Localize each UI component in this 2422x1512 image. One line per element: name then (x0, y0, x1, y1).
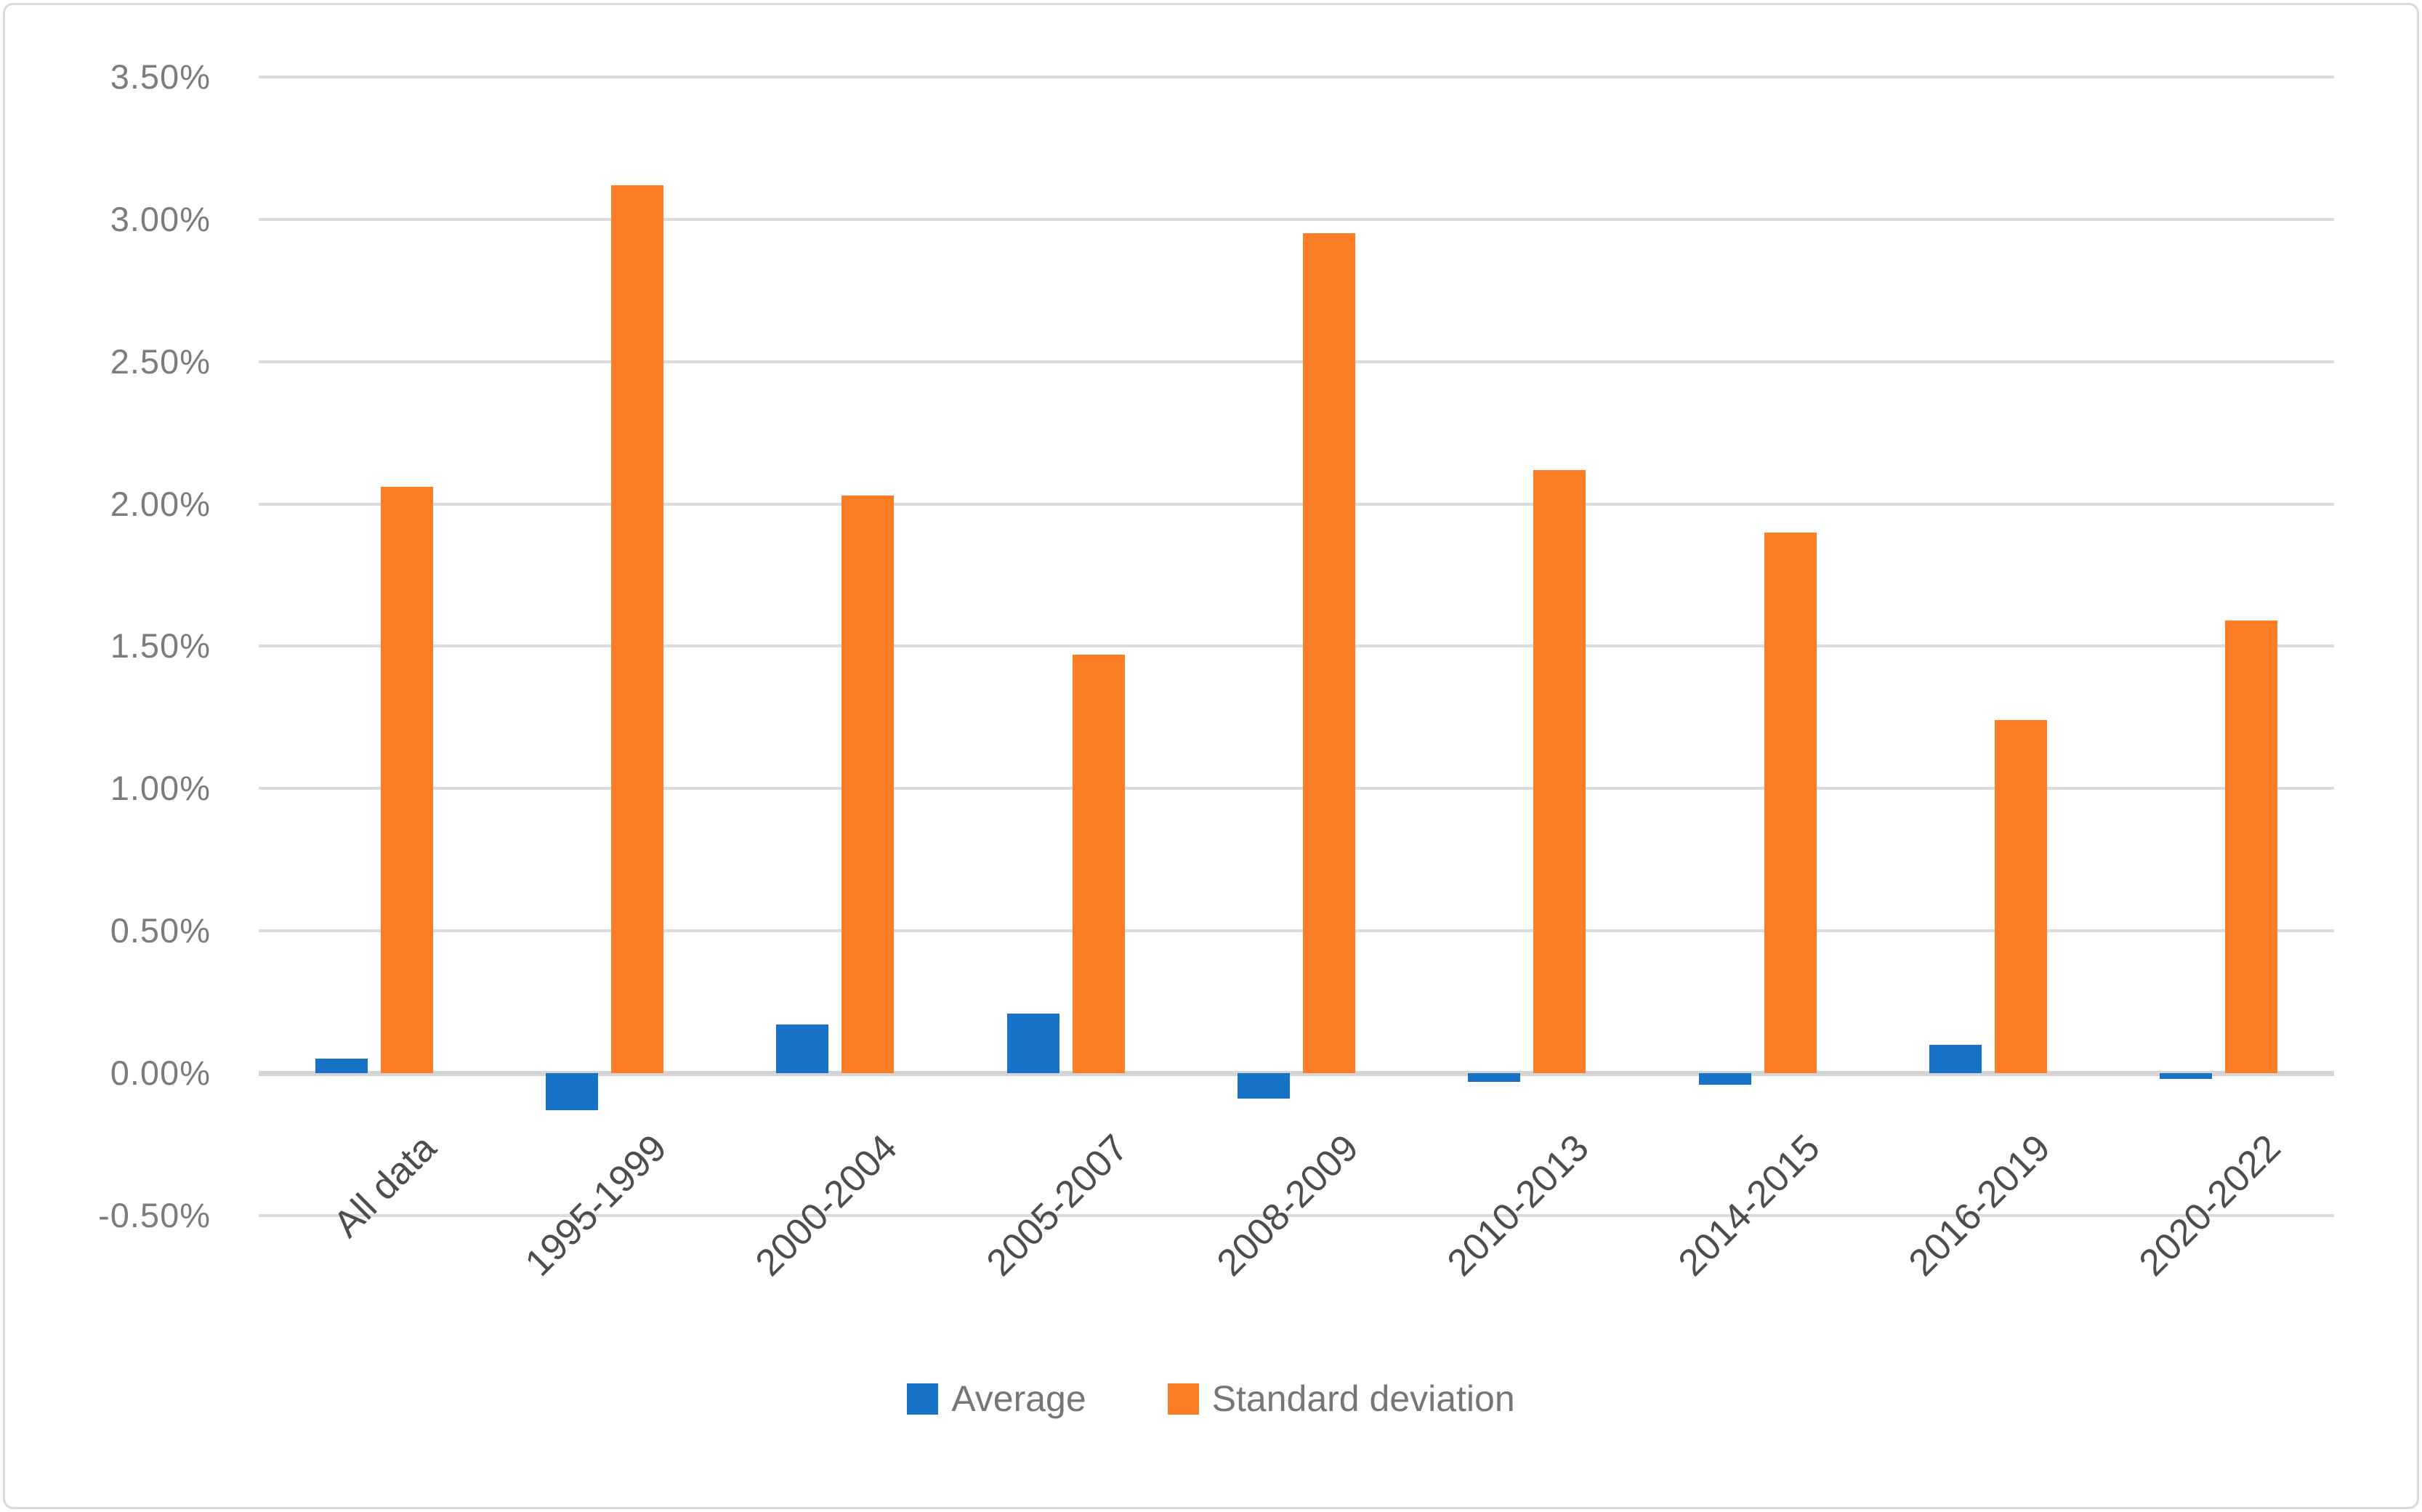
standard-deviation-swatch-icon (1167, 1383, 1199, 1415)
y-axis-tick-label: 3.50% (110, 57, 211, 97)
legend: Average Standard deviation (0, 1378, 2422, 1420)
y-axis-tick-label: 3.00% (110, 199, 211, 238)
bar-average (2160, 1073, 2213, 1079)
gridline (259, 929, 2334, 933)
bar-standard-deviation (1303, 233, 1355, 1073)
y-axis-tick-label: 2.50% (110, 341, 211, 381)
legend-item-standard-deviation: Standard deviation (1167, 1378, 1515, 1420)
bar-average (1238, 1073, 1290, 1099)
gridline (259, 1213, 2334, 1217)
y-axis-tick-label: 1.00% (110, 769, 211, 808)
bar-average (1468, 1073, 1521, 1082)
gridline (259, 787, 2334, 791)
bar-standard-deviation (2225, 620, 2278, 1073)
bar-average (776, 1024, 829, 1073)
y-axis-tick-label: 2.00% (110, 484, 211, 523)
y-axis-tick-label: -0.50% (98, 1195, 211, 1234)
legend-label-average: Average (951, 1378, 1086, 1419)
bar-standard-deviation (1072, 655, 1125, 1073)
legend-label-standard-deviation: Standard deviation (1211, 1378, 1515, 1419)
bar-average (1698, 1073, 1751, 1085)
bar-average (1006, 1013, 1059, 1073)
gridline (259, 502, 2334, 506)
bar-average (315, 1059, 368, 1073)
gridline (259, 360, 2334, 363)
legend-item-average: Average (907, 1378, 1086, 1420)
y-axis-tick-label: 0.00% (110, 1054, 211, 1092)
bar-standard-deviation (611, 185, 663, 1073)
bar-average (546, 1073, 598, 1110)
gridline (259, 76, 2334, 79)
gridline (259, 644, 2334, 648)
average-swatch-icon (907, 1383, 939, 1415)
bar-standard-deviation (1764, 532, 1817, 1073)
gridline (259, 217, 2334, 221)
y-axis-tick-label: 1.50% (110, 626, 211, 666)
y-axis-tick-label: 0.50% (110, 911, 211, 950)
bar-standard-deviation (841, 495, 895, 1073)
zero-axis-line (259, 1070, 2334, 1076)
bar-average (1929, 1044, 1982, 1073)
bar-standard-deviation (1533, 469, 1586, 1073)
bar-standard-deviation (380, 487, 433, 1073)
bar-standard-deviation (1995, 720, 2047, 1073)
